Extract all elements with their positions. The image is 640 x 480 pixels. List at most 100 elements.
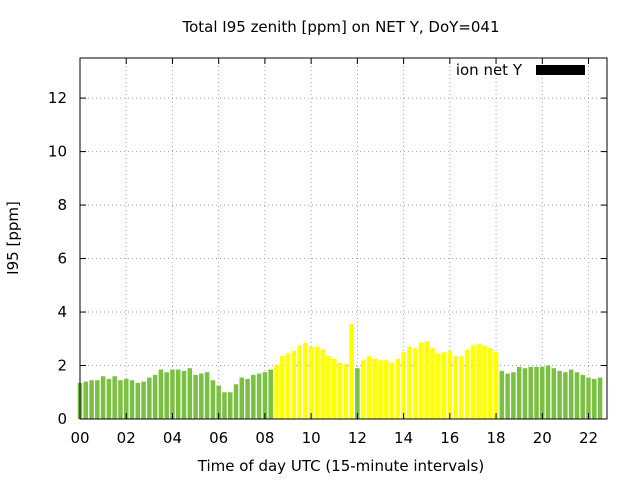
bar (499, 370, 505, 419)
bar (308, 346, 314, 419)
bar (83, 381, 89, 419)
bar (384, 360, 389, 419)
bar (453, 356, 458, 419)
x-tick-label: 14 (394, 429, 413, 447)
bar (187, 368, 193, 419)
x-tick-label: 12 (348, 429, 367, 447)
bar (407, 346, 412, 419)
bar (592, 378, 597, 419)
bar (262, 372, 268, 419)
x-tick-label: 16 (440, 429, 459, 447)
bar (106, 378, 112, 419)
bar (95, 380, 100, 419)
bar (233, 384, 239, 419)
y-tick-label: 8 (57, 196, 67, 214)
bar (141, 381, 146, 419)
bar (210, 380, 216, 419)
bar (488, 348, 493, 419)
bar (493, 352, 499, 419)
bar (436, 353, 441, 419)
y-tick-label: 4 (57, 303, 67, 321)
bar (378, 360, 383, 419)
bar (534, 366, 539, 419)
bar (251, 374, 256, 419)
bar (505, 373, 510, 419)
bar (430, 348, 435, 419)
y-tick-label: 6 (57, 250, 67, 268)
bar (181, 370, 187, 419)
bar (152, 374, 158, 419)
bar (349, 324, 354, 419)
bar (337, 362, 343, 419)
bar (100, 376, 106, 419)
bar (204, 372, 210, 419)
bar (193, 374, 198, 419)
bar (279, 356, 285, 419)
bar (332, 358, 337, 419)
y-tick-label: 0 (57, 410, 67, 428)
bar (274, 365, 279, 419)
bar (597, 377, 603, 419)
bar (285, 353, 291, 419)
x-tick-label: 06 (209, 429, 228, 447)
plot-frame (79, 57, 608, 420)
legend: ion net Y (456, 61, 585, 79)
bar (320, 349, 325, 419)
bar (170, 369, 175, 419)
x-tick-label: 10 (302, 429, 321, 447)
bar (355, 368, 360, 419)
bar (551, 368, 557, 419)
bar (239, 377, 245, 419)
bar (441, 352, 447, 419)
y-axis: 0 2 4 6 8 10 12 (48, 89, 607, 428)
grid (80, 58, 607, 419)
bar (540, 366, 545, 419)
bar (222, 392, 227, 419)
bar (366, 356, 372, 419)
x-axis: 00 02 04 06 08 10 12 14 16 18 20 22 (70, 58, 598, 447)
bar (412, 348, 418, 419)
bar (516, 366, 522, 419)
bar (291, 350, 297, 419)
bar (297, 345, 302, 419)
bar (482, 345, 487, 419)
bar (389, 362, 395, 419)
bar (522, 368, 528, 419)
legend-label: ion net Y (456, 61, 523, 79)
bar (123, 378, 129, 419)
x-tick-label: 20 (533, 429, 552, 447)
x-tick-label: 00 (70, 429, 89, 447)
bar (418, 342, 424, 419)
bar (343, 364, 349, 419)
bar (256, 373, 262, 419)
bar (147, 377, 152, 419)
bar (401, 352, 406, 419)
bar (175, 369, 181, 419)
bar (135, 382, 141, 419)
bar (303, 342, 308, 419)
bar (568, 369, 574, 419)
bar (227, 392, 233, 419)
bar (511, 372, 516, 419)
bar (360, 360, 366, 419)
bar (528, 366, 533, 419)
bar (464, 349, 470, 419)
bar (424, 341, 429, 419)
x-tick-label: 02 (117, 429, 136, 447)
bars (77, 324, 603, 419)
bar (314, 346, 320, 419)
y-tick-label: 2 (57, 357, 67, 375)
y-tick-label: 12 (48, 89, 67, 107)
bar (580, 374, 585, 419)
bar (459, 356, 464, 419)
bar (447, 350, 453, 419)
x-tick-label: 08 (255, 429, 274, 447)
bar (158, 369, 164, 419)
x-tick-label: 22 (579, 429, 598, 447)
bar (245, 378, 250, 419)
bar (118, 380, 123, 419)
bar (563, 372, 568, 419)
bar (89, 380, 94, 419)
bar (268, 369, 273, 419)
